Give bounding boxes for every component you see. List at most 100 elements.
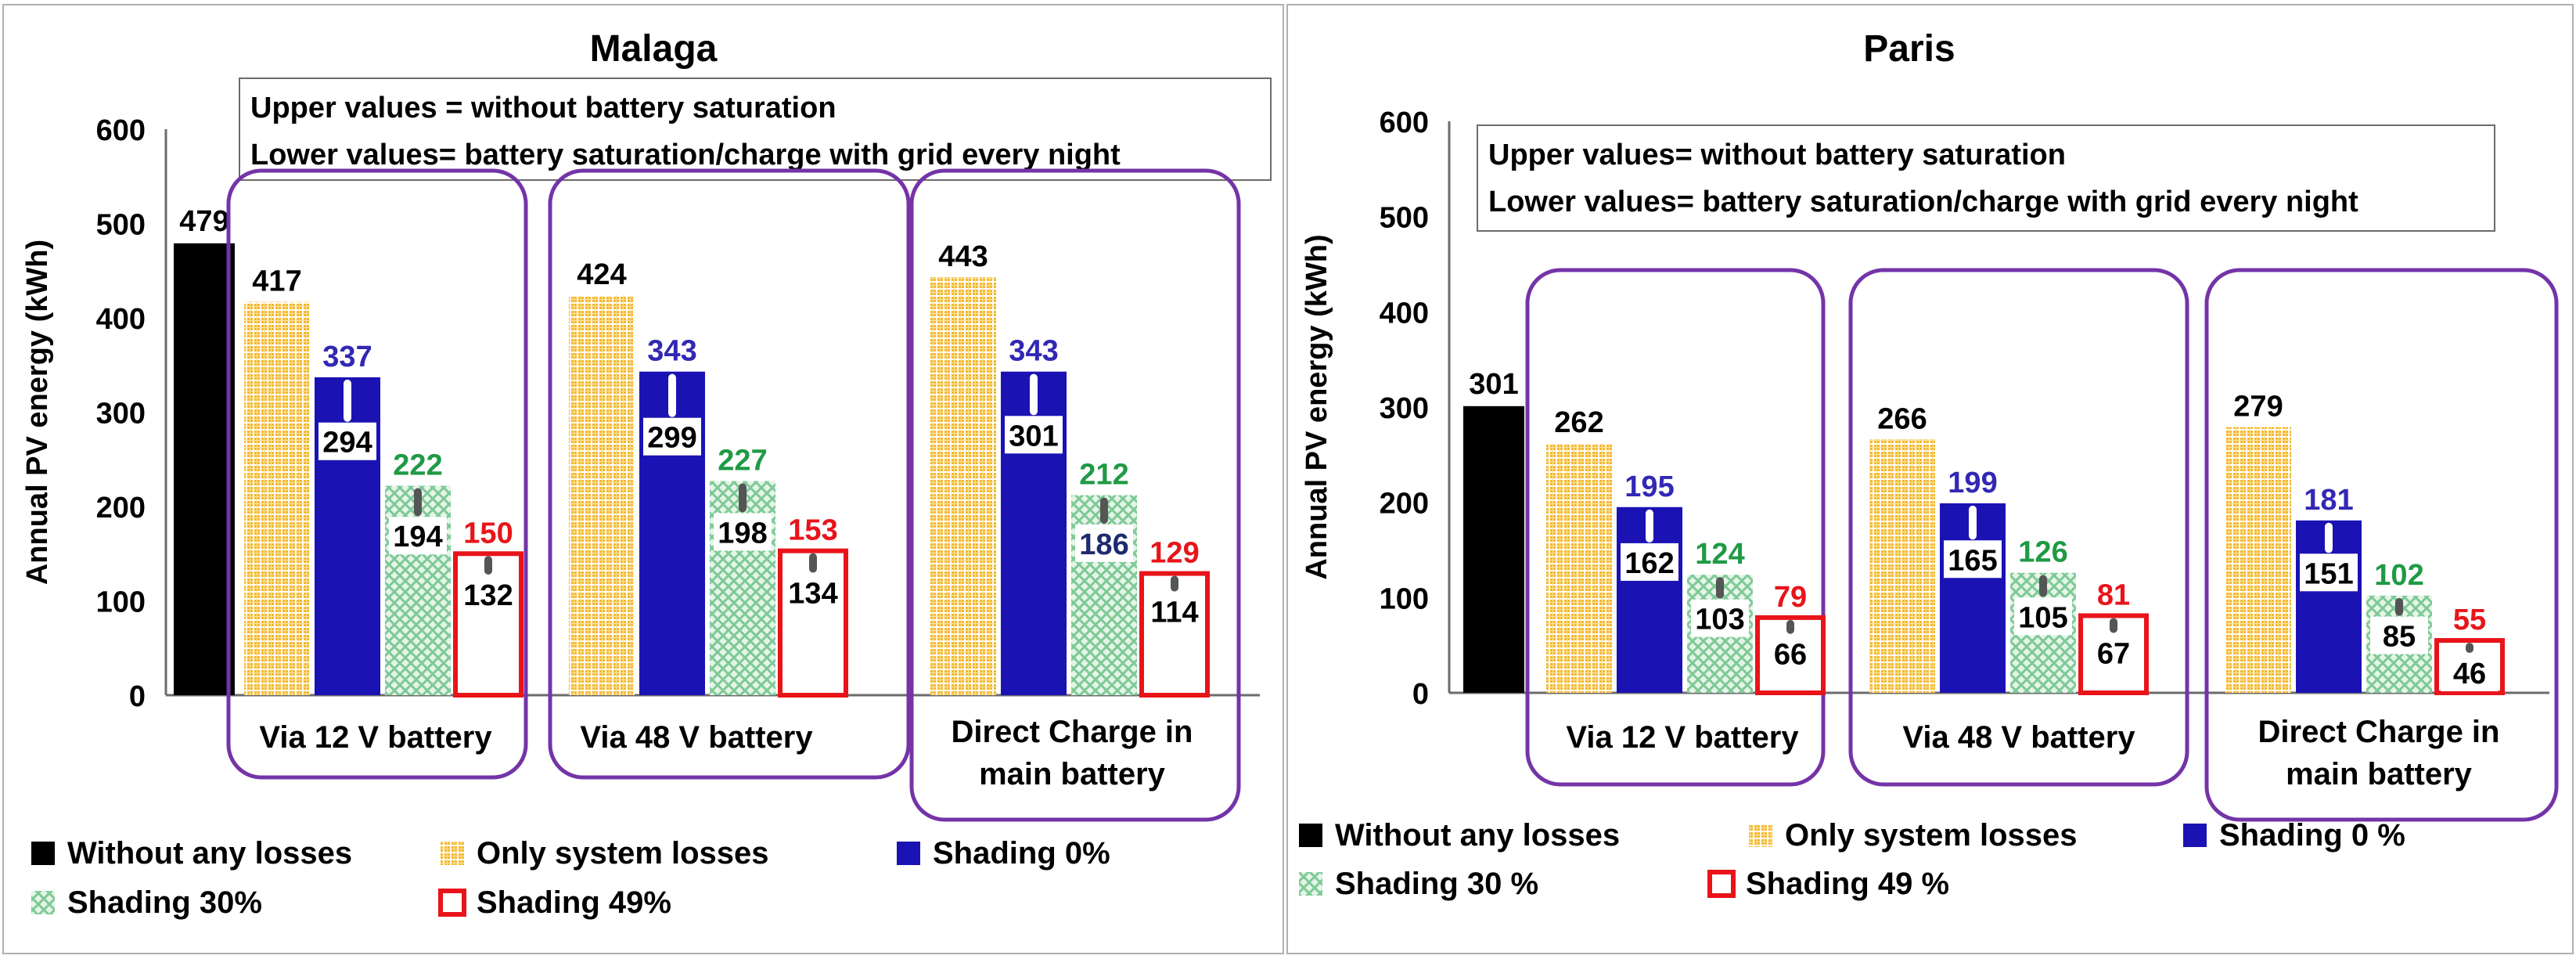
- note-box: [239, 78, 1272, 181]
- legend-swatch: [1299, 824, 1322, 847]
- upper-value-label: 181: [2304, 484, 2353, 517]
- legend-swatch: [1707, 870, 1736, 898]
- bar-value-label: 443: [938, 240, 988, 273]
- legend-label: Without any losses: [1335, 818, 1620, 853]
- lower-value-label: 103: [1695, 604, 1744, 636]
- bar-value-label: 262: [1554, 406, 1603, 439]
- legend-swatch: [2183, 824, 2207, 847]
- panel-paris: Paris 0 100 200 300 400 500 600 Annual PV energy…: [1286, 4, 2574, 954]
- lower-label-box: [1146, 592, 1203, 630]
- lower-value-label: 194: [393, 521, 442, 553]
- panel-malaga: Malaga 0 100 200 300 400 500 600 Annual PV energ…: [2, 4, 1284, 954]
- lower-label-box: [459, 575, 517, 613]
- lower-label-box: [2014, 597, 2072, 636]
- lower-label-box: [1761, 634, 1819, 672]
- lower-label-box: [2370, 616, 2428, 654]
- bar-value-label: 279: [2233, 391, 2283, 424]
- legend-swatch: [438, 889, 466, 917]
- y-tick-label: 600: [1380, 106, 1429, 139]
- note-line: Lower values= battery saturation/charge …: [250, 139, 1121, 171]
- lower-label-box: [643, 417, 701, 456]
- y-tick-label: 400: [96, 303, 146, 336]
- group-box: [226, 168, 528, 780]
- lower-label-box: [1075, 524, 1133, 562]
- upper-value-label: 79: [1774, 581, 1807, 614]
- upper-value-label: 81: [2097, 579, 2130, 611]
- y-tick-label: 200: [96, 492, 146, 525]
- bar-system-losses: [244, 301, 310, 695]
- lower-value-label: 46: [2453, 658, 2486, 690]
- lower-value-label: 186: [1079, 528, 1128, 561]
- upper-value-label: 227: [718, 444, 767, 477]
- group-label: main battery: [2286, 757, 2473, 791]
- legend-label: Without any losses: [67, 836, 352, 871]
- y-axis-label: Annual PV energy (kWh): [1301, 234, 1333, 579]
- note-line: Upper values = without battery saturatio…: [250, 92, 836, 124]
- upper-value-label: 195: [1624, 470, 1674, 503]
- upper-value-label: 102: [2374, 559, 2423, 592]
- lower-label-box: [714, 513, 772, 551]
- lower-value-label: 66: [1774, 639, 1807, 672]
- legend-label: Only system losses: [1785, 818, 2078, 853]
- legend-label: Shading 0 %: [2219, 818, 2405, 853]
- y-tick-label: 200: [1380, 488, 1429, 521]
- legend-swatch: [31, 842, 55, 865]
- bar-without-losses: [1463, 406, 1524, 693]
- legend-label: Shading 0%: [933, 836, 1110, 871]
- bar-without-losses: [174, 243, 235, 695]
- upper-value-label: 124: [1695, 538, 1744, 571]
- lower-value-label: 134: [788, 578, 837, 611]
- y-tick-label: 300: [1380, 392, 1429, 425]
- note-line: Upper values= without battery saturation: [1488, 139, 2066, 171]
- bar-system-losses: [569, 295, 635, 695]
- lower-label-box: [318, 422, 376, 460]
- y-tick-label: 400: [1380, 297, 1429, 330]
- lower-label-box: [2300, 553, 2358, 592]
- panel-frame: [1286, 4, 2574, 954]
- lower-value-label: 151: [2304, 557, 2353, 590]
- bar-system-losses: [930, 277, 996, 695]
- upper-value-label: 343: [1009, 335, 1058, 368]
- lower-value-label: 132: [463, 579, 513, 612]
- lower-value-label: 67: [2097, 637, 2130, 670]
- y-tick-label: 300: [96, 398, 146, 431]
- group-label: Direct Charge in: [2258, 715, 2500, 749]
- lower-value-label: 294: [322, 427, 372, 460]
- lower-label-box: [1691, 599, 1749, 637]
- upper-value-label: 55: [2453, 604, 2486, 636]
- upper-value-label: 153: [788, 514, 837, 547]
- lower-label-box: [1005, 416, 1063, 454]
- upper-value-label: 337: [322, 341, 372, 373]
- bar-system-losses: [2225, 427, 2291, 693]
- bar-value-label: 301: [1469, 368, 1518, 401]
- chart-title: Paris: [1863, 28, 1955, 70]
- legend-swatch: [441, 842, 464, 865]
- group-box: [1525, 268, 1826, 787]
- legend-swatch: [31, 891, 55, 914]
- y-tick-label: 0: [1412, 678, 1429, 711]
- legend-swatch: [1299, 872, 1322, 896]
- bar-value-label: 266: [1877, 402, 1927, 435]
- y-tick-label: 0: [129, 680, 146, 713]
- legend-swatch: [897, 842, 920, 865]
- group-label: Via 48 V battery: [580, 720, 813, 755]
- lower-value-label: 114: [1150, 597, 1198, 629]
- lower-label-box: [1621, 543, 1678, 581]
- upper-value-label: 222: [393, 449, 442, 481]
- legend-label: Shading 30 %: [1335, 867, 1538, 901]
- legend-label: Only system losses: [477, 836, 769, 871]
- y-tick-label: 100: [1380, 582, 1429, 615]
- lower-value-label: 162: [1624, 547, 1674, 580]
- lower-label-box: [389, 517, 447, 555]
- lower-label-box: [2085, 633, 2142, 672]
- bar-value-label: 479: [179, 205, 228, 238]
- legend-swatch: [1749, 824, 1772, 847]
- y-tick-label: 500: [96, 209, 146, 242]
- lower-value-label: 85: [2383, 621, 2416, 654]
- group-label: Direct Charge in: [952, 715, 1193, 749]
- group-label: Via 12 V battery: [1566, 720, 1799, 755]
- bar-value-label: 417: [252, 265, 301, 298]
- lower-value-label: 198: [718, 517, 767, 550]
- group-box: [2204, 268, 2559, 822]
